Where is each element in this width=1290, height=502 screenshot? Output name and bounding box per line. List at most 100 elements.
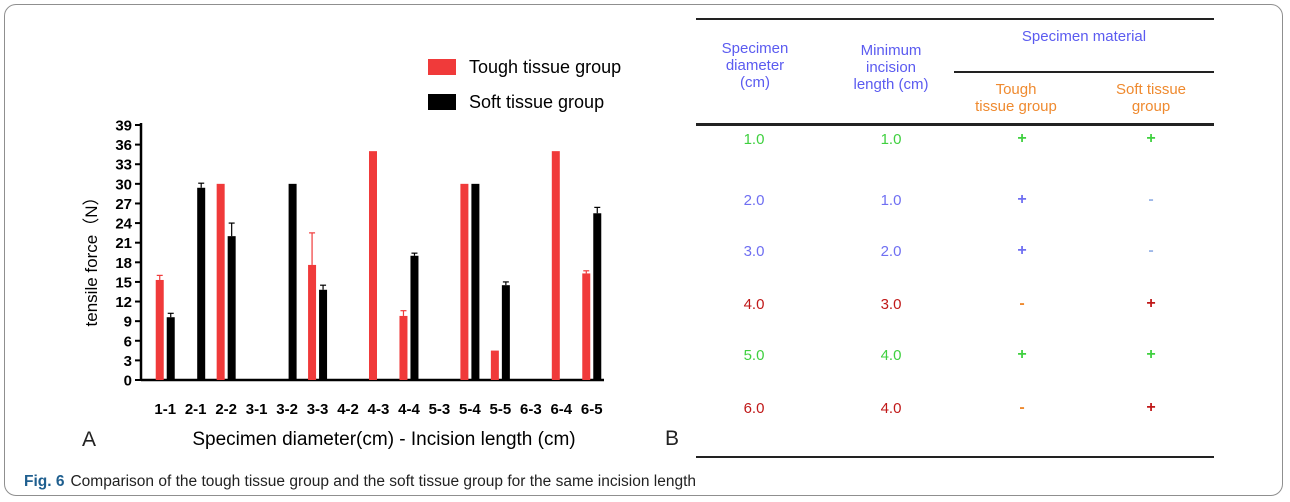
cell-incision: 1.0 <box>880 192 902 209</box>
results-table: Specimen diameter (cm) Minimum incision lengt… <box>696 18 1216 468</box>
bar-tough-5-5 <box>490 350 499 380</box>
y-tick-label: 33 <box>115 157 132 174</box>
y-axis-label: tensile force（N） <box>82 189 101 327</box>
x-tick-label: 4-3 <box>368 401 390 418</box>
header-diameter-line: (cm) <box>740 74 770 91</box>
bar-soft-2-1 <box>197 187 206 380</box>
cell-incision: 4.0 <box>880 400 902 417</box>
y-tick-label: 9 <box>124 314 132 331</box>
cell-tough-result: + <box>1017 242 1027 259</box>
cell-incision: 2.0 <box>880 243 902 260</box>
cell-tough-result: - <box>1019 295 1025 312</box>
table-header-rule <box>696 123 1214 126</box>
x-tick-label: 5-4 <box>459 401 481 418</box>
y-tick-label: 30 <box>115 176 132 193</box>
bar-tough-1-1 <box>155 279 164 380</box>
x-tick-label: 3-2 <box>276 401 298 418</box>
cell-diameter: 4.0 <box>743 296 765 313</box>
cell-diameter: 1.0 <box>743 131 765 148</box>
y-tick-label: 15 <box>115 274 132 291</box>
cell-incision: 1.0 <box>880 131 902 148</box>
cell-tough-result: + <box>1017 346 1027 363</box>
bar-soft-3-2 <box>288 183 297 380</box>
caption-label: Fig. 6 <box>24 473 65 490</box>
y-tick-label: 0 <box>124 373 132 390</box>
bar-soft-5-5 <box>501 285 510 380</box>
x-tick-label: 3-1 <box>246 401 268 418</box>
cell-soft-result: - <box>1148 242 1154 259</box>
header-tough-line: tissue group <box>975 98 1057 115</box>
x-tick-label: 3-3 <box>307 401 329 418</box>
cell-diameter: 6.0 <box>743 400 765 417</box>
y-tick-label: 39 <box>115 118 132 135</box>
header-incision-line: Minimum <box>860 42 922 59</box>
table-bottom-rule <box>696 456 1214 458</box>
bar-soft-1-1 <box>166 317 175 380</box>
figure-caption: Fig. 6 Comparison of the tough tissue gro… <box>24 473 696 491</box>
bar-soft-3-3 <box>319 289 328 380</box>
cell-soft-result: + <box>1146 346 1156 363</box>
cell-diameter: 5.0 <box>743 347 765 364</box>
bar-tough-2-2 <box>216 183 225 380</box>
y-tick-label: 18 <box>115 255 132 272</box>
header-incision-line: length (cm) <box>853 76 929 93</box>
legend-label: Soft tissue group <box>469 92 604 112</box>
bar-tough-3-3 <box>308 264 317 380</box>
bar-soft-2-2 <box>227 236 236 380</box>
x-tick-label: 4-2 <box>337 401 359 418</box>
header-tough: Tough tissue group <box>956 81 1076 115</box>
cell-incision: 4.0 <box>880 347 902 364</box>
table-top-rule <box>696 18 1214 20</box>
header-soft: Soft tissue group <box>1091 81 1211 115</box>
cell-diameter: 3.0 <box>743 243 765 260</box>
legend-label: Tough tissue group <box>469 57 621 77</box>
y-tick-label: 27 <box>115 196 132 213</box>
y-tick-label: 12 <box>115 294 132 311</box>
x-tick-label: 2-1 <box>185 401 207 418</box>
x-tick-label: 6-3 <box>520 401 542 418</box>
y-tick-label: 21 <box>115 235 132 252</box>
header-material: Specimen material <box>1021 28 1147 45</box>
header-soft-line: group <box>1131 98 1171 115</box>
bar-tough-6-5 <box>582 273 591 380</box>
panel-a-label: A <box>82 428 96 451</box>
bar-tough-5-4 <box>460 183 469 380</box>
x-tick-label: 2-2 <box>215 401 237 418</box>
x-tick-label: 5-3 <box>429 401 451 418</box>
panel-b-label: B <box>665 427 680 450</box>
cell-soft-result: - <box>1148 191 1154 208</box>
header-tough-line: Tough <box>995 81 1037 98</box>
header-incision-line: incision <box>865 59 917 76</box>
y-tick-label: 24 <box>115 216 132 233</box>
x-axis-label: Specimen diameter(cm) - Incision length … <box>192 429 575 450</box>
y-tick-label: 6 <box>124 333 132 350</box>
y-tick-label: 3 <box>124 353 132 370</box>
x-tick-label: 6-5 <box>581 401 603 418</box>
cell-soft-result: + <box>1146 399 1156 416</box>
header-diameter: Specimen diameter (cm) <box>700 40 810 91</box>
caption-text: Comparison of the tough tissue group and… <box>70 473 697 490</box>
material-sub-rule <box>954 71 1214 73</box>
header-diameter-line: diameter <box>725 57 785 74</box>
cell-tough-result: + <box>1017 191 1027 208</box>
header-incision: Minimum incision length (cm) <box>826 42 956 93</box>
bar-soft-6-5 <box>593 213 602 380</box>
legend-swatch-soft <box>428 94 456 110</box>
y-tick-label: 36 <box>115 137 132 154</box>
bar-soft-5-4 <box>471 183 480 380</box>
header-diameter-line: Specimen <box>721 40 789 57</box>
x-tick-label: 5-5 <box>490 401 512 418</box>
cell-incision: 3.0 <box>880 296 902 313</box>
bar-tough-4-4 <box>399 315 408 380</box>
cell-soft-result: + <box>1146 295 1156 312</box>
cell-tough-result: + <box>1017 130 1027 147</box>
x-tick-label: 1-1 <box>154 401 176 418</box>
cell-tough-result: - <box>1019 399 1025 416</box>
bar-soft-4-4 <box>410 255 419 380</box>
legend-swatch-tough <box>428 59 456 75</box>
x-tick-label: 6-4 <box>550 401 572 418</box>
cell-diameter: 2.0 <box>743 192 765 209</box>
bar-tough-6-4 <box>551 151 560 380</box>
x-tick-label: 4-4 <box>398 401 420 418</box>
